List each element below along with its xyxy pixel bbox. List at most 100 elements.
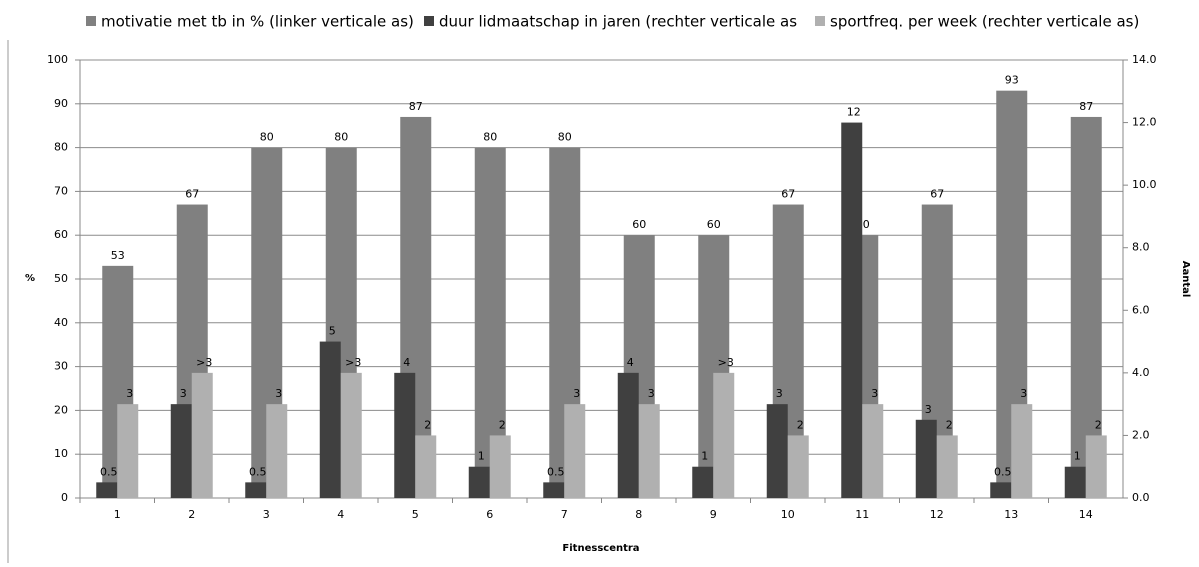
bar bbox=[245, 482, 267, 498]
bar bbox=[638, 404, 660, 498]
y2-tick-label: 2.0 bbox=[1132, 428, 1150, 441]
data-label: 2 bbox=[424, 418, 431, 431]
bar bbox=[787, 435, 809, 498]
bar bbox=[1011, 404, 1033, 498]
bar bbox=[468, 466, 490, 498]
data-label: >3 bbox=[345, 356, 361, 369]
data-label: >3 bbox=[718, 356, 734, 369]
x-tick-label: 9 bbox=[710, 508, 717, 521]
data-label: 80 bbox=[483, 131, 497, 144]
x-tick-label: 8 bbox=[635, 508, 642, 521]
y-tick-label: 60 bbox=[54, 228, 68, 241]
y-tick-label: 10 bbox=[54, 447, 68, 460]
bar bbox=[766, 404, 788, 498]
y-tick-label: 0 bbox=[61, 491, 68, 504]
y2-tick-label: 4.0 bbox=[1132, 366, 1150, 379]
x-tick-label: 10 bbox=[781, 508, 795, 521]
data-label: 3 bbox=[925, 403, 932, 416]
bar bbox=[915, 419, 937, 498]
bar bbox=[841, 122, 863, 499]
bar bbox=[340, 372, 362, 498]
x-tick-label: 4 bbox=[337, 508, 344, 521]
bar bbox=[489, 435, 511, 498]
data-label: 0.5 bbox=[100, 465, 118, 478]
data-label: 93 bbox=[1005, 74, 1019, 87]
y2-axis-label: Aantal bbox=[1180, 261, 1191, 298]
data-label: 0.5 bbox=[994, 465, 1012, 478]
x-tick-label: 14 bbox=[1079, 508, 1093, 521]
data-label: 87 bbox=[409, 100, 423, 113]
bar bbox=[1064, 466, 1086, 498]
data-label: 67 bbox=[185, 188, 199, 201]
data-label: 2 bbox=[946, 418, 953, 431]
legend-label: motivatie met tb in % (linker verticale … bbox=[101, 13, 414, 31]
data-label: 87 bbox=[1079, 100, 1093, 113]
bar bbox=[191, 372, 213, 498]
legend-label: duur lidmaatschap in jaren (rechter vert… bbox=[439, 13, 797, 31]
bar bbox=[1070, 116, 1102, 498]
y-tick-label: 30 bbox=[54, 360, 68, 373]
data-label: 0.5 bbox=[547, 465, 565, 478]
y2-tick-label: 6.0 bbox=[1132, 303, 1150, 316]
bar bbox=[415, 435, 437, 498]
x-tick-label: 12 bbox=[930, 508, 944, 521]
data-label: 2 bbox=[1095, 418, 1102, 431]
y-tick-label: 80 bbox=[54, 141, 68, 154]
x-axis-label: Fitnesscentra bbox=[562, 543, 639, 554]
bar bbox=[319, 341, 341, 498]
bar bbox=[96, 482, 118, 498]
data-label: 2 bbox=[499, 418, 506, 431]
data-label: 3 bbox=[648, 387, 655, 400]
y-axis-label: % bbox=[25, 273, 35, 284]
data-label: 67 bbox=[781, 188, 795, 201]
bar bbox=[990, 482, 1012, 498]
y-tick-label: 90 bbox=[54, 97, 68, 110]
y-tick-label: 100 bbox=[47, 53, 68, 66]
data-label: >3 bbox=[196, 356, 212, 369]
legend-swatch bbox=[86, 16, 96, 26]
bar bbox=[543, 482, 565, 498]
y2-tick-label: 14.0 bbox=[1132, 53, 1157, 66]
data-label: 12 bbox=[847, 106, 861, 119]
y-tick-label: 40 bbox=[54, 316, 68, 329]
data-label: 80 bbox=[558, 131, 572, 144]
y-tick-label: 50 bbox=[54, 272, 68, 285]
bar bbox=[1085, 435, 1107, 498]
x-tick-label: 6 bbox=[486, 508, 493, 521]
data-label: 5 bbox=[329, 325, 336, 338]
data-label: 53 bbox=[111, 249, 125, 262]
data-label: 80 bbox=[334, 131, 348, 144]
data-label: 3 bbox=[1020, 387, 1027, 400]
y2-tick-label: 0.0 bbox=[1132, 491, 1150, 504]
x-tick-label: 1 bbox=[114, 508, 121, 521]
bar bbox=[936, 435, 958, 498]
bar bbox=[713, 372, 735, 498]
bar bbox=[617, 372, 639, 498]
data-label: 1 bbox=[1074, 450, 1081, 463]
data-label: 80 bbox=[260, 131, 274, 144]
data-label: 0.5 bbox=[249, 465, 267, 478]
data-label: 3 bbox=[871, 387, 878, 400]
bar bbox=[394, 372, 416, 498]
data-label: 4 bbox=[627, 356, 634, 369]
bar bbox=[266, 404, 288, 498]
x-tick-label: 5 bbox=[412, 508, 419, 521]
bar bbox=[170, 404, 192, 498]
data-label: 60 bbox=[707, 218, 721, 231]
y-tick-label: 20 bbox=[54, 403, 68, 416]
data-label: 3 bbox=[573, 387, 580, 400]
x-tick-label: 13 bbox=[1004, 508, 1018, 521]
legend-label: sportfreq. per week (rechter verticale a… bbox=[830, 13, 1139, 31]
bar bbox=[692, 466, 714, 498]
data-label: 3 bbox=[776, 387, 783, 400]
data-label: 2 bbox=[797, 418, 804, 431]
bar bbox=[564, 404, 586, 498]
y-tick-label: 70 bbox=[54, 184, 68, 197]
bar bbox=[862, 404, 884, 498]
y2-tick-label: 12.0 bbox=[1132, 116, 1157, 129]
data-label: 3 bbox=[126, 387, 133, 400]
x-tick-label: 3 bbox=[263, 508, 270, 521]
data-label: 3 bbox=[180, 387, 187, 400]
data-label: 3 bbox=[275, 387, 282, 400]
